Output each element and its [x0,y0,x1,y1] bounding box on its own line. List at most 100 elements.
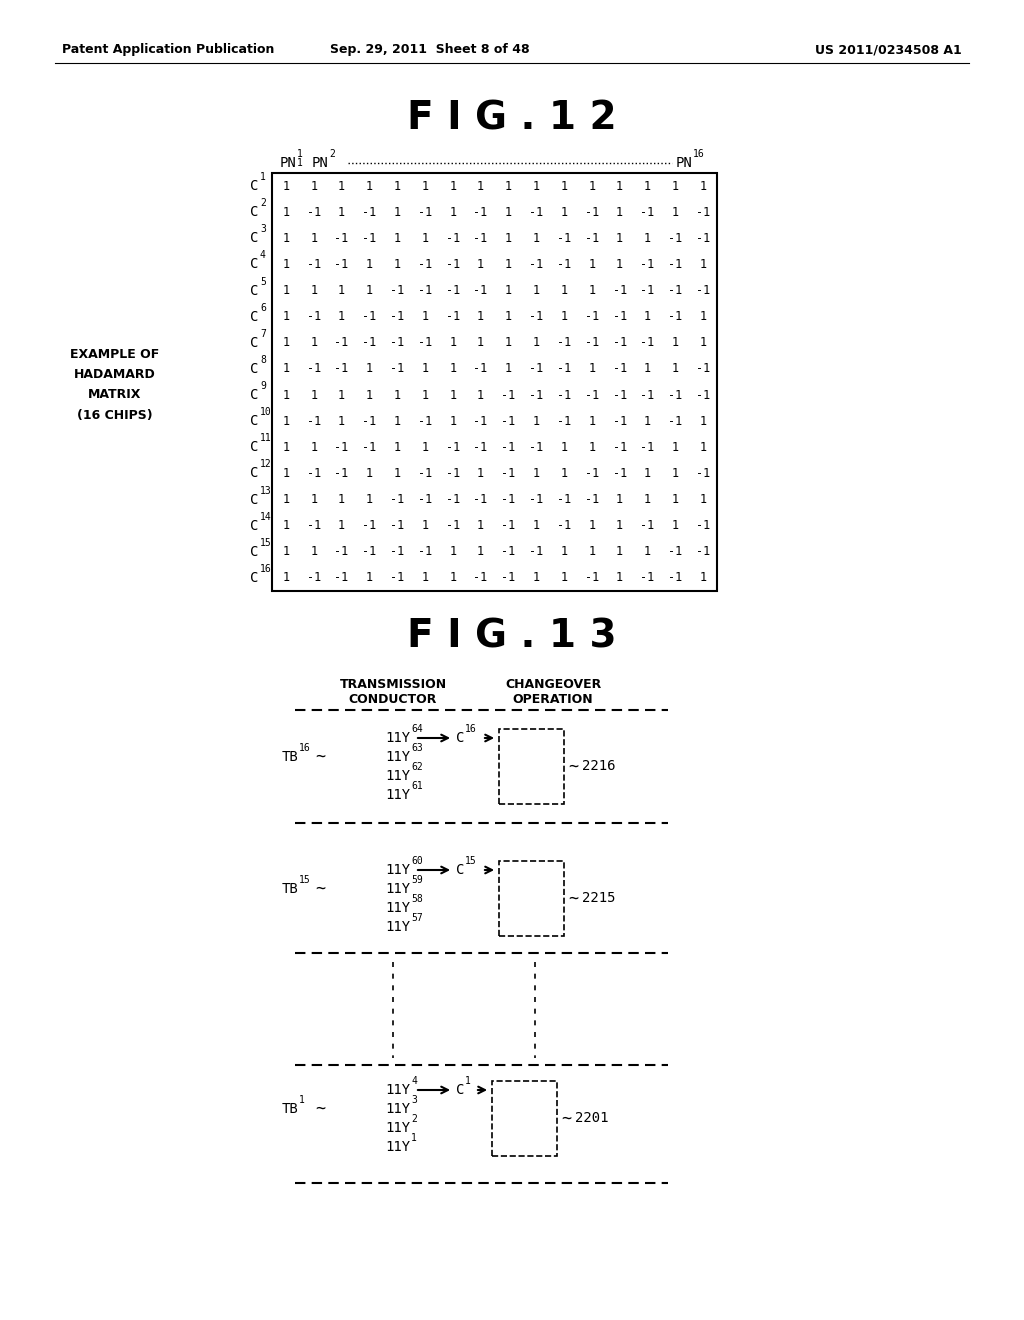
Text: 1: 1 [672,519,679,532]
Text: C: C [250,466,258,480]
Text: -1: -1 [335,363,348,375]
Text: 1: 1 [699,494,707,506]
Text: -1: -1 [362,232,377,244]
Text: 1: 1 [283,206,290,219]
Bar [272,173,717,591]
Text: 1: 1 [505,180,512,193]
Text: 1: 1 [283,388,290,401]
Text: -1: -1 [390,337,404,350]
Text: 8: 8 [260,355,266,364]
Text: 1: 1 [393,414,400,428]
Text: 1: 1 [450,414,457,428]
Text: -1: -1 [529,494,544,506]
Text: 1: 1 [310,284,317,297]
Text: 1: 1 [283,572,290,585]
Text: 1: 1 [505,337,512,350]
Text: 1: 1 [616,572,624,585]
Text: -1: -1 [445,519,460,532]
Text: -1: -1 [473,441,487,454]
Text: C: C [456,731,464,744]
Text: 6: 6 [260,302,266,313]
Text: 3: 3 [260,224,266,235]
Text: -1: -1 [502,388,515,401]
Text: 1: 1 [283,414,290,428]
Text: 1: 1 [616,180,624,193]
Text: 1: 1 [616,257,624,271]
Text: 1: 1 [532,467,540,480]
Text: 1: 1 [644,180,651,193]
Text: 2: 2 [329,149,335,158]
Text: -1: -1 [668,257,682,271]
Text: -1: -1 [585,310,599,323]
Text: 1: 1 [283,363,290,375]
Text: 1: 1 [422,441,428,454]
Text: -1: -1 [335,257,348,271]
Text: 1: 1 [422,363,428,375]
Text: -1: -1 [362,310,377,323]
Text: 1: 1 [338,180,345,193]
Text: 1: 1 [532,180,540,193]
Text: -1: -1 [612,388,627,401]
Text: 1: 1 [283,180,290,193]
Text: 63: 63 [411,743,423,752]
Text: 13: 13 [260,486,271,495]
Text: -1: -1 [696,284,711,297]
Text: 15: 15 [465,855,477,866]
Text: ~: ~ [568,758,578,776]
Text: 1: 1 [393,180,400,193]
Text: ~: ~ [568,890,578,908]
Text: C: C [456,1082,464,1097]
Text: 1: 1 [366,388,373,401]
Text: 11Y: 11Y [385,770,410,783]
Text: 1: 1 [366,284,373,297]
Text: C: C [250,335,258,350]
Text: -1: -1 [502,467,515,480]
Text: ~: ~ [315,1100,325,1118]
Text: 1: 1 [411,1133,417,1143]
Text: -1: -1 [445,310,460,323]
Text: -1: -1 [362,337,377,350]
Text: -1: -1 [473,206,487,219]
Text: 1: 1 [477,310,484,323]
Text: -1: -1 [418,337,432,350]
Text: -1: -1 [335,441,348,454]
Text: -1: -1 [362,545,377,558]
Text: 1: 1 [283,545,290,558]
Text: Patent Application Publication: Patent Application Publication [62,44,274,57]
Text: -1: -1 [529,388,544,401]
Text: -1: -1 [502,545,515,558]
Text: 1: 1 [477,180,484,193]
Text: 1: 1 [422,519,428,532]
Text: -1: -1 [529,310,544,323]
Text: -1: -1 [418,414,432,428]
Text: C: C [250,388,258,403]
Text: -1: -1 [390,572,404,585]
Text: 1: 1 [699,441,707,454]
Text: 1: 1 [699,337,707,350]
Text: -1: -1 [696,363,711,375]
Text: 1: 1 [477,257,484,271]
Text: C: C [250,441,258,454]
Text: 1: 1 [532,572,540,585]
Text: 1: 1 [477,388,484,401]
Text: 11: 11 [260,433,271,444]
Text: 11Y: 11Y [385,1082,410,1097]
Text: -1: -1 [640,284,654,297]
Text: -1: -1 [668,414,682,428]
Text: 11Y: 11Y [385,1140,410,1154]
Text: -1: -1 [529,441,544,454]
Text: PN: PN [312,156,329,170]
Text: -1: -1 [445,284,460,297]
Text: -1: -1 [529,545,544,558]
Text: 1: 1 [338,414,345,428]
Text: -1: -1 [418,545,432,558]
Text: C: C [250,572,258,585]
Text: -1: -1 [640,388,654,401]
Text: -1: -1 [418,284,432,297]
Text: 1: 1 [283,284,290,297]
Text: -1: -1 [502,414,515,428]
Text: 1: 1 [297,149,303,158]
Text: 1: 1 [672,206,679,219]
Text: -1: -1 [418,467,432,480]
Text: 1: 1 [450,388,457,401]
